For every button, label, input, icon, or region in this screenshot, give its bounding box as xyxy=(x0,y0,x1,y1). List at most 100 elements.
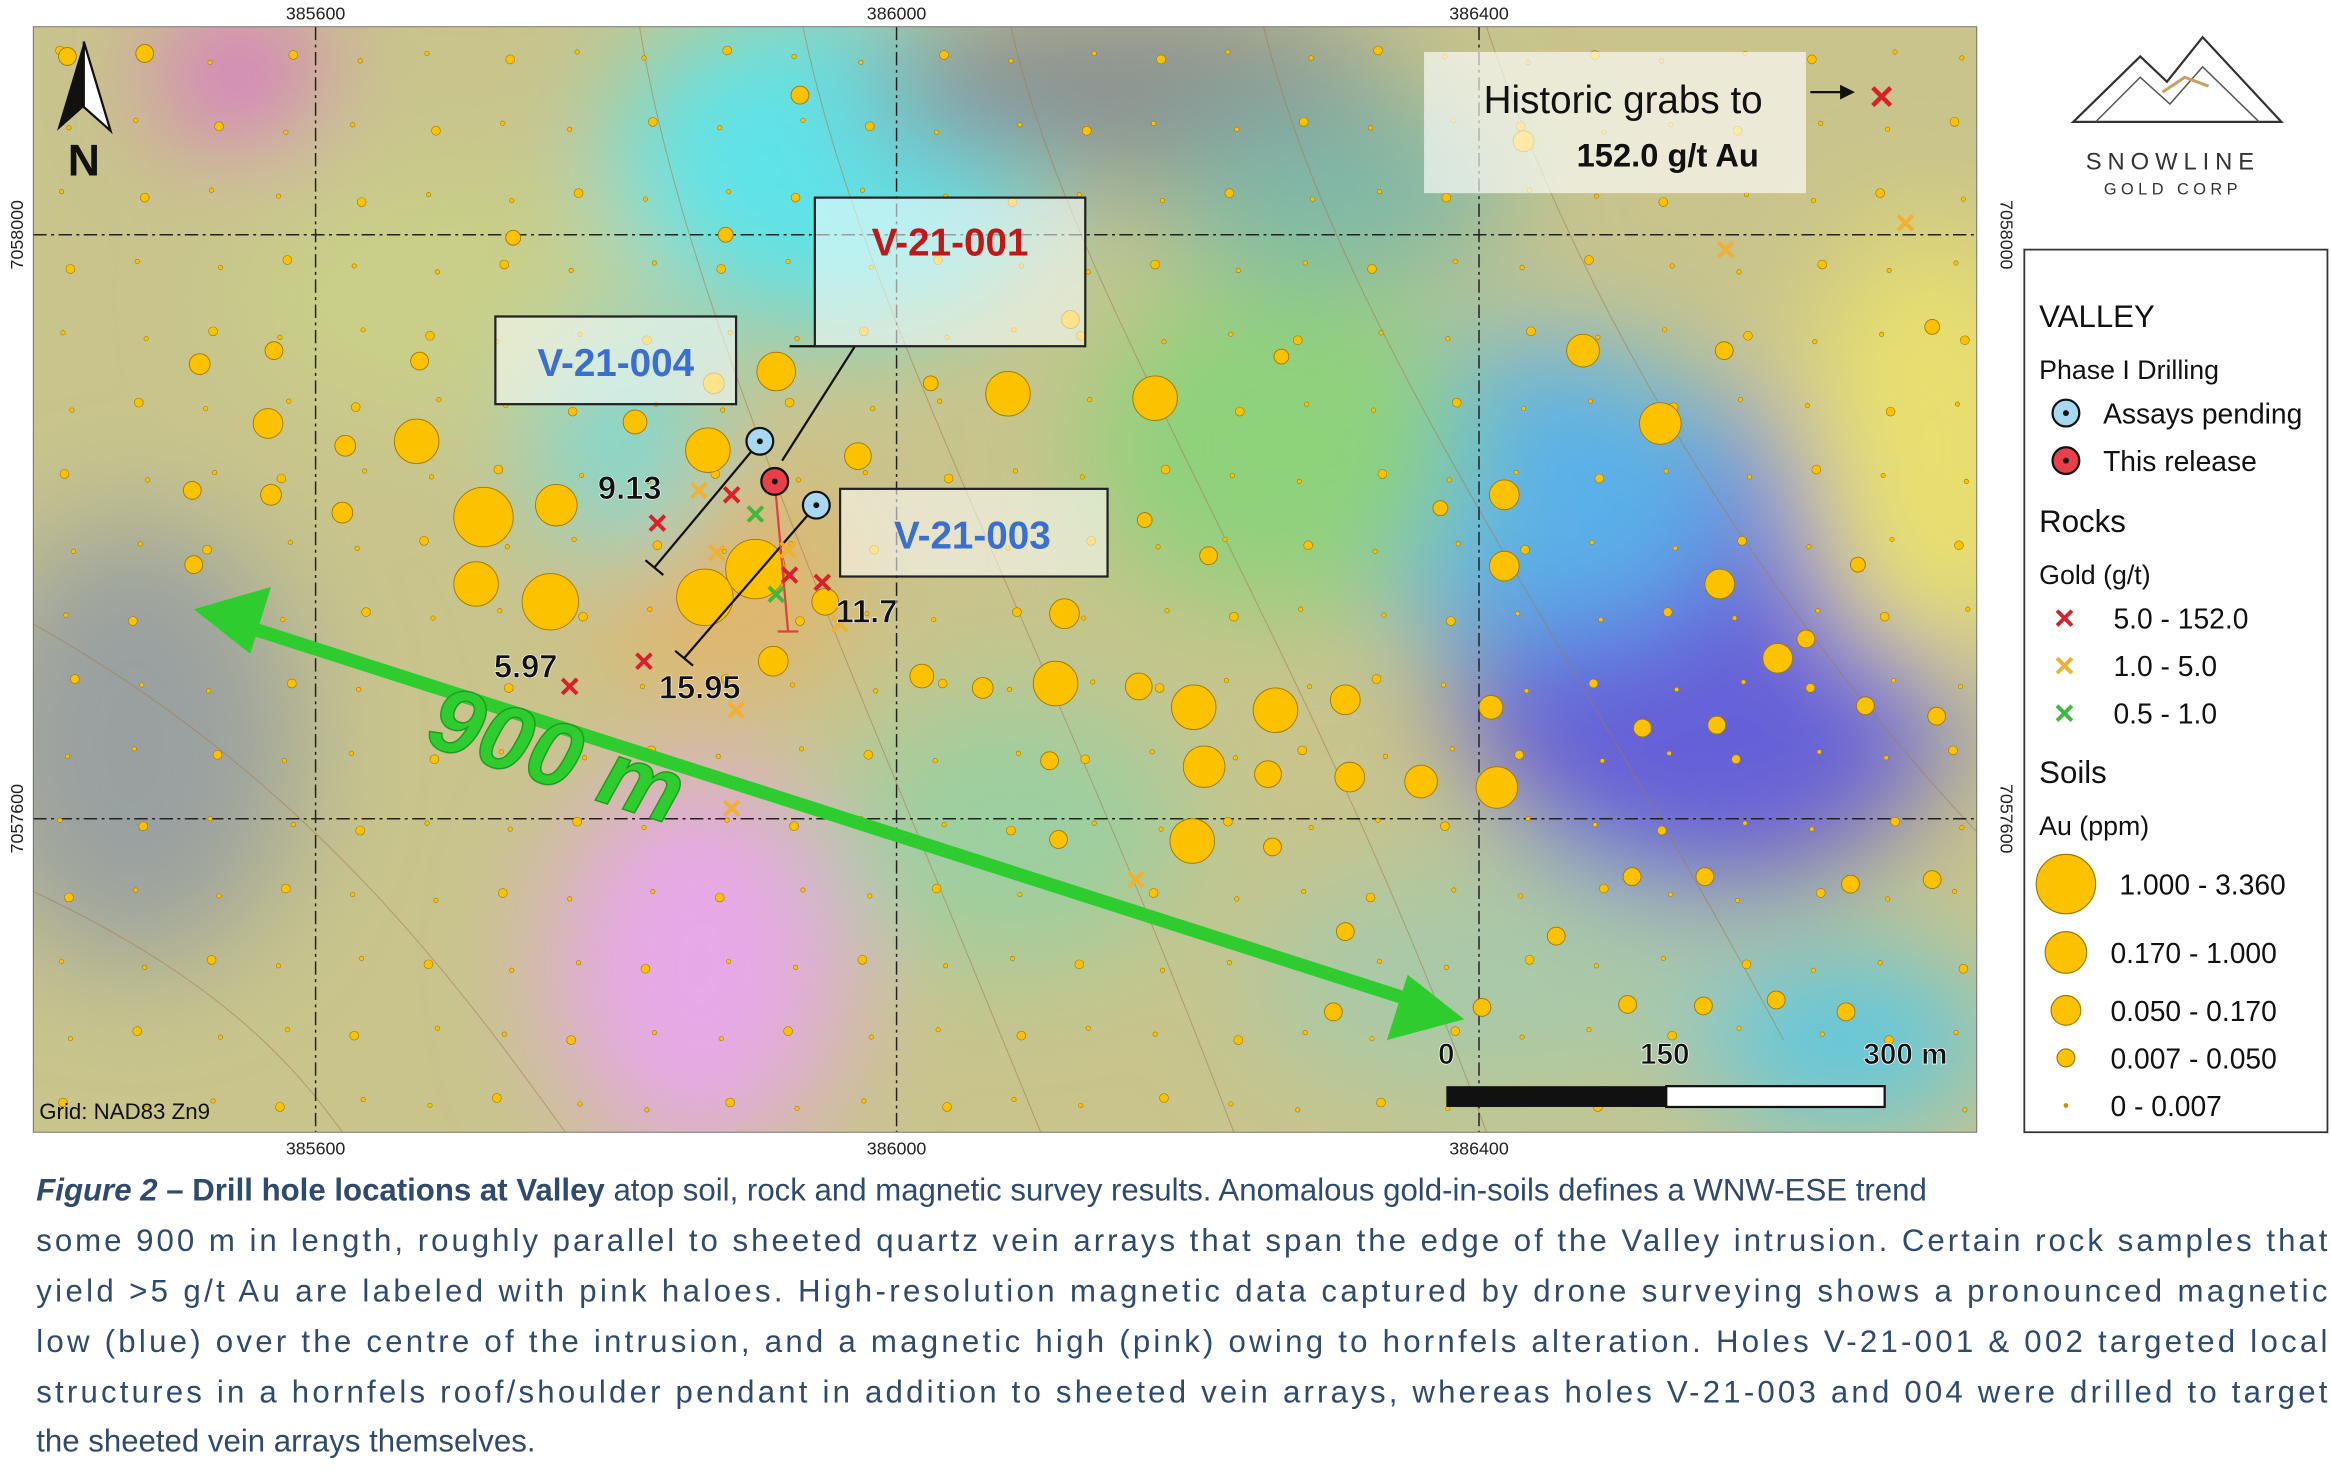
soil-sample xyxy=(1298,117,1309,127)
historic-text: Historic grabs to xyxy=(1484,79,1763,122)
soil-sample xyxy=(676,568,734,626)
soil-sample xyxy=(1593,963,1599,969)
soil-sample xyxy=(800,117,806,123)
soil-sample xyxy=(535,483,578,527)
soil-sample xyxy=(1587,398,1593,404)
soil-sample xyxy=(1234,896,1240,902)
north-label: N xyxy=(68,136,100,185)
soil-sample xyxy=(1298,606,1304,612)
soil-sample xyxy=(1078,1102,1084,1109)
soil-sample xyxy=(1588,678,1599,689)
soil-sample xyxy=(1302,260,1308,266)
soil-sample xyxy=(1841,874,1860,894)
soil-sample xyxy=(1885,406,1896,417)
soil-sample xyxy=(795,477,802,483)
rock-mid xyxy=(1126,870,1145,889)
soil-sample xyxy=(718,1036,724,1042)
soil-sample xyxy=(1525,816,1531,822)
soil-sample xyxy=(1960,335,1970,346)
soil-sample xyxy=(648,117,658,127)
soil-sample xyxy=(1962,1107,1968,1113)
soil-sample xyxy=(1455,541,1461,547)
soil-sample xyxy=(720,674,731,684)
legend-item: 5.0 - 152.0 xyxy=(2113,603,2248,635)
soil-sample xyxy=(1475,766,1519,809)
soil-sample xyxy=(290,822,296,828)
hole-pending xyxy=(756,438,763,445)
soil-sample xyxy=(790,85,810,105)
soil-sample xyxy=(134,397,144,408)
soil-sample xyxy=(498,749,504,755)
rock-mid xyxy=(779,540,797,559)
soil-sample xyxy=(503,683,514,693)
soil-sample xyxy=(1598,617,1604,623)
soil-sample xyxy=(216,893,222,899)
soil-sample xyxy=(67,1036,73,1042)
soil-sample xyxy=(282,255,293,265)
soil-sample xyxy=(870,406,876,412)
soil-sample xyxy=(1885,896,1891,902)
soil-samples xyxy=(55,44,1971,1113)
soil-sample xyxy=(430,615,436,621)
soil-sample xyxy=(1666,750,1672,756)
soil-sample xyxy=(207,816,213,822)
soil-sample xyxy=(145,477,151,483)
soil-sample xyxy=(58,1097,68,1108)
soil-sample xyxy=(1694,996,1713,1016)
soil-sample xyxy=(1593,193,1599,199)
soil-sample xyxy=(1303,540,1313,551)
soil-sample xyxy=(277,334,283,340)
soil-sample xyxy=(1633,718,1652,738)
soil-sample xyxy=(499,259,510,270)
soil-sample xyxy=(1740,679,1747,685)
grid-datum: Grid: NAD83 Zn9 xyxy=(39,1099,210,1124)
soil-sample xyxy=(642,196,648,202)
soil-sample xyxy=(1076,192,1082,198)
soil-sample xyxy=(207,59,213,65)
soil-sample xyxy=(1081,615,1087,621)
soil-sample xyxy=(1376,958,1382,964)
soil-sample xyxy=(932,758,938,764)
legend-symbol xyxy=(2055,656,2074,675)
legend-item: 1.000 - 3.360 xyxy=(2119,868,2285,900)
soil-sample xyxy=(1924,319,1941,335)
soil-sample xyxy=(794,1105,800,1111)
soil-sample xyxy=(1372,548,1378,554)
soil-sample xyxy=(188,353,211,375)
soil-sample xyxy=(1161,339,1167,345)
soil-sample xyxy=(209,187,215,193)
legend-item: 0 - 0.007 xyxy=(2111,1090,2222,1122)
soil-sample xyxy=(985,371,1031,417)
soil-sample xyxy=(1329,684,1361,716)
northing-label: 7057600 xyxy=(7,784,27,853)
soil-sample xyxy=(1297,745,1307,756)
soil-sample xyxy=(1273,348,1290,365)
soil-sample xyxy=(862,469,868,476)
soil-sample xyxy=(139,192,150,203)
soil-sample xyxy=(275,963,281,969)
soil-sample xyxy=(509,198,515,204)
soil-sample xyxy=(65,264,76,274)
soil-sample xyxy=(1160,198,1166,204)
soil-sample xyxy=(1746,474,1752,480)
soil-sample xyxy=(1806,544,1812,550)
soil-sample xyxy=(844,442,872,470)
rock-high xyxy=(722,485,741,504)
hole-label: V-21-001 xyxy=(872,222,1029,265)
soil-sample xyxy=(756,351,796,392)
soil-sample xyxy=(359,955,365,961)
soil-sample xyxy=(360,327,366,333)
soil-sample xyxy=(58,958,65,964)
soil-sample xyxy=(1658,197,1669,207)
soil-sample xyxy=(922,375,939,392)
soil-sample xyxy=(419,536,429,546)
soil-sample xyxy=(138,821,148,831)
soil-sample xyxy=(1090,679,1096,685)
soil-sample xyxy=(578,611,588,622)
soil-sample xyxy=(1672,545,1678,551)
rock-mid xyxy=(727,701,745,720)
soil-sample xyxy=(858,59,864,65)
rock-mid xyxy=(831,615,849,633)
soil-sample xyxy=(1223,677,1229,684)
soil-sample xyxy=(1015,750,1021,756)
